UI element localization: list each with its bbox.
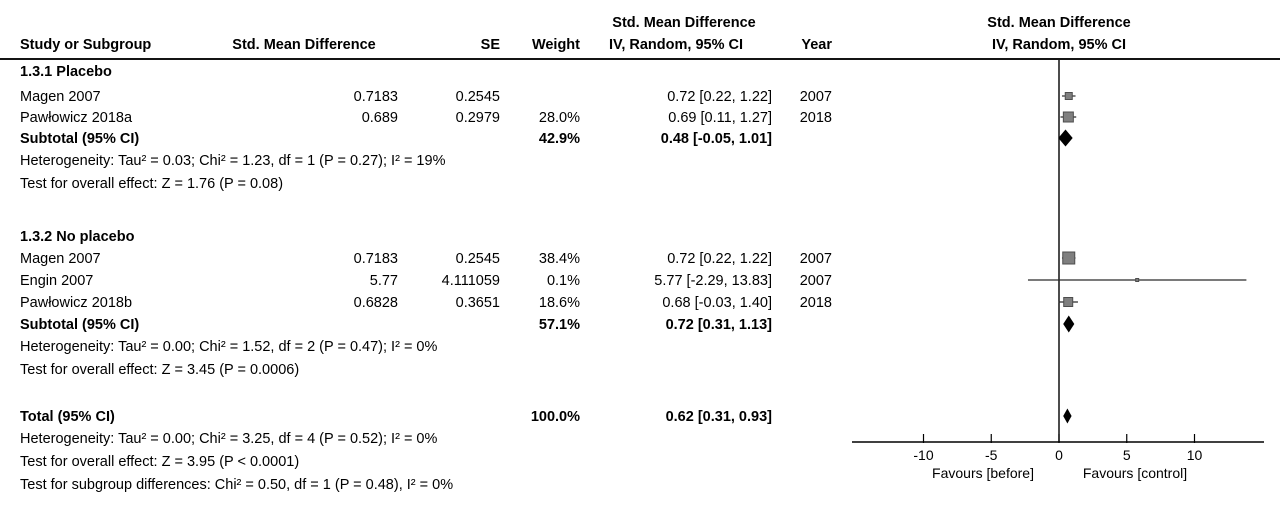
study-marker-square	[1135, 278, 1140, 282]
study-ci: 5.77 [-2.29, 13.83]	[654, 273, 772, 289]
total-ci: 0.62 [0.31, 0.93]	[665, 409, 772, 425]
header-separator-line	[0, 58, 1280, 60]
study-se: 0.2979	[455, 110, 500, 126]
summary-diamond	[1063, 408, 1072, 424]
study-marker-square	[1064, 92, 1073, 100]
study-ci: 0.72 [0.22, 1.22]	[667, 251, 772, 267]
study-smd: 0.7183	[353, 89, 398, 105]
study-se: 4.111059	[441, 273, 500, 289]
study-weight: 28.0%	[538, 110, 580, 126]
study-row: Pawłowicz 2018a 0.689 0.2979 28.0% 0.69 …	[20, 110, 832, 126]
x-axis-tick-label: -5	[985, 447, 998, 463]
study-name: Magen 2007	[20, 89, 101, 105]
total-label: Total (95% CI)	[20, 409, 115, 425]
col-header-study: Study or Subgroup	[20, 37, 152, 53]
subtotal-label: Subtotal (95% CI)	[20, 317, 140, 333]
x-axis-tick-label: 10	[1187, 447, 1203, 463]
col-header-year: Year	[801, 37, 832, 53]
study-marker-square	[1063, 297, 1074, 307]
study-row: Pawłowicz 2018b 0.6828 0.3651 18.6% 0.68…	[20, 295, 832, 311]
subgroup-title: 1.3.2 No placebo	[20, 229, 135, 245]
subgroup-difference-text: Test for subgroup differences: Chi² = 0.…	[20, 477, 454, 493]
study-ci: 0.68 [-0.03, 1.40]	[662, 295, 772, 311]
subtotal-row: Subtotal (95% CI) 42.9% 0.48 [-0.05, 1.0…	[20, 131, 832, 147]
x-axis-tick-label: 5	[1123, 447, 1131, 463]
total-row: Total (95% CI) 100.0% 0.62 [0.31, 0.93]	[20, 409, 832, 425]
heterogeneity-text: Heterogeneity: Tau² = 0.00; Chi² = 1.52,…	[20, 339, 438, 355]
study-smd: 0.7183	[353, 251, 398, 267]
summary-diamond	[1058, 129, 1073, 147]
effect-column-title: Std. Mean Difference	[612, 15, 756, 31]
table-header-row: Study or Subgroup Std. Mean Difference S…	[20, 37, 832, 53]
study-name: Engin 2007	[20, 273, 94, 289]
study-ci: 0.72 [0.22, 1.22]	[667, 89, 772, 105]
overall-effect-text: Test for overall effect: Z = 1.76 (P = 0…	[20, 176, 284, 192]
overall-effect-text: Test for overall effect: Z = 3.95 (P < 0…	[20, 454, 300, 470]
study-smd: 5.77	[369, 273, 398, 289]
study-name: Magen 2007	[20, 251, 101, 267]
study-smd: 0.6828	[353, 295, 398, 311]
subtotal-label: Subtotal (95% CI)	[20, 131, 140, 147]
x-axis-tick-label: 0	[1055, 447, 1063, 463]
study-se: 0.2545	[455, 251, 500, 267]
study-year: 2018	[799, 295, 832, 311]
subtotal-ci: 0.72 [0.31, 1.13]	[665, 317, 772, 333]
favours-left-label: Favours [before]	[932, 465, 1034, 481]
study-name: Pawłowicz 2018a	[20, 110, 133, 126]
study-marker-square	[1062, 251, 1076, 265]
heterogeneity-text: Heterogeneity: Tau² = 0.03; Chi² = 1.23,…	[20, 153, 446, 169]
study-smd: 0.689	[361, 110, 398, 126]
study-year: 2018	[799, 110, 832, 126]
study-row: Engin 2007 5.77 4.111059 0.1% 5.77 [-2.2…	[20, 273, 832, 289]
favours-right-label: Favours [control]	[1083, 465, 1187, 481]
subgroup-title: 1.3.1 Placebo	[20, 64, 112, 80]
subtotal-row: Subtotal (95% CI) 57.1% 0.72 [0.31, 1.13…	[20, 317, 832, 333]
subtotal-weight: 42.9%	[538, 131, 580, 147]
col-header-weight: Weight	[531, 37, 580, 53]
study-year: 2007	[799, 251, 832, 267]
plot-title-line2: IV, Random, 95% CI	[991, 37, 1127, 53]
study-se: 0.2545	[455, 89, 500, 105]
col-header-se: SE	[480, 37, 500, 53]
study-name: Pawłowicz 2018b	[20, 295, 133, 311]
study-weight: 38.4%	[538, 251, 580, 267]
plot-title-line1: Std. Mean Difference	[987, 15, 1131, 31]
study-year: 2007	[799, 89, 832, 105]
study-marker-square	[1062, 111, 1074, 123]
total-weight: 100.0%	[530, 409, 580, 425]
study-row: Magen 2007 0.7183 0.2545 0.72 [0.22, 1.2…	[20, 89, 832, 105]
study-weight: 18.6%	[538, 295, 580, 311]
subtotal-weight: 57.1%	[538, 317, 580, 333]
col-header-effect: IV, Random, 95% CI	[608, 37, 744, 53]
col-header-smd: Std. Mean Difference	[232, 37, 376, 53]
study-se: 0.3651	[455, 295, 500, 311]
study-row: Magen 2007 0.7183 0.2545 38.4% 0.72 [0.2…	[20, 251, 832, 267]
summary-diamond	[1063, 315, 1075, 333]
study-year: 2007	[799, 273, 832, 289]
subtotal-ci: 0.48 [-0.05, 1.01]	[660, 131, 772, 147]
study-ci: 0.69 [0.11, 1.27]	[668, 110, 772, 126]
study-weight: 0.1%	[546, 273, 580, 289]
heterogeneity-text: Heterogeneity: Tau² = 0.00; Chi² = 3.25,…	[20, 431, 438, 447]
x-axis-tick-label: -10	[913, 447, 933, 463]
overall-effect-text: Test for overall effect: Z = 3.45 (P = 0…	[20, 362, 300, 378]
